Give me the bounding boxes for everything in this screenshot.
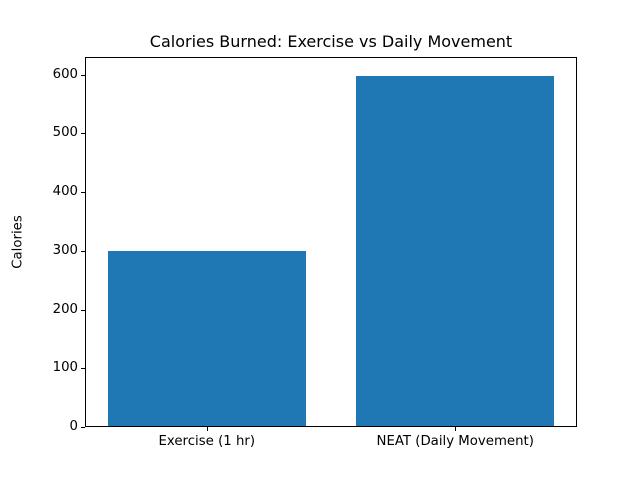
y-tick-label: 0 — [69, 419, 78, 434]
y-tick-mark — [81, 74, 85, 76]
y-tick-mark — [81, 250, 85, 252]
plot-area — [85, 57, 577, 427]
x-tick-mark — [206, 427, 208, 431]
y-tick-mark — [81, 192, 85, 194]
x-tick-label-0: Exercise (1 hr) — [158, 434, 256, 449]
y-tick-label: 500 — [52, 125, 78, 141]
x-tick-label-1: NEAT (Daily Movement) — [376, 434, 534, 449]
bar-1 — [355, 75, 554, 426]
y-tick-mark — [81, 368, 85, 370]
y-tick-mark — [81, 309, 85, 311]
chart-title: Calories Burned: Exercise vs Daily Movem… — [149, 32, 513, 51]
y-tick-label: 600 — [52, 66, 78, 82]
y-tick-mark — [81, 133, 85, 135]
y-tick-label: 200 — [52, 301, 78, 317]
y-tick-label: 400 — [52, 184, 78, 200]
y-tick-label: 300 — [52, 242, 78, 258]
y-tick-mark — [81, 427, 85, 428]
x-tick-mark — [455, 427, 457, 431]
y-axis-label: Calories — [10, 215, 26, 269]
y-tick-label: 100 — [52, 360, 78, 376]
bar-0 — [108, 250, 307, 426]
